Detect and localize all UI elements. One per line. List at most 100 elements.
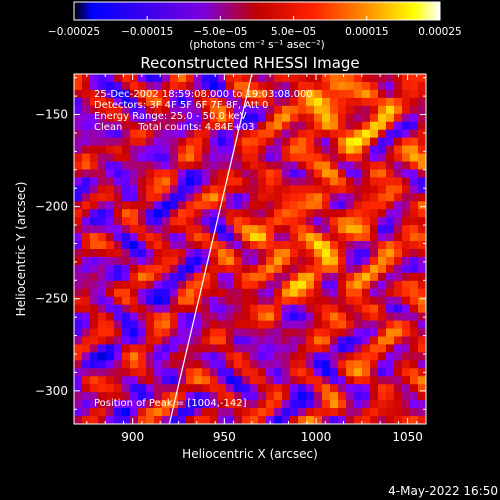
- heatmap-cell: [322, 241, 331, 250]
- heatmap-cell: [202, 304, 211, 314]
- heatmap-cell: [354, 241, 363, 250]
- heatmap-cell: [354, 185, 363, 194]
- heatmap-cell: [362, 272, 371, 282]
- heatmap-cell: [202, 153, 211, 162]
- heatmap-cell: [282, 97, 291, 107]
- heatmap-cell: [98, 416, 107, 424]
- heatmap-cell: [114, 352, 123, 361]
- heatmap-cell: [106, 376, 115, 385]
- heatmap-cell: [106, 241, 115, 250]
- heatmap-cell: [74, 217, 83, 226]
- heatmap-cell: [250, 336, 259, 345]
- heatmap-cell: [106, 400, 115, 409]
- heatmap-cell: [234, 241, 243, 250]
- heatmap-cell: [298, 256, 307, 266]
- heatmap-cell: [98, 288, 107, 298]
- heatmap-cell: [242, 344, 251, 353]
- heatmap-cell: [306, 416, 315, 424]
- heatmap-cell: [194, 217, 203, 226]
- heatmap-cell: [122, 264, 131, 274]
- heatmap-cell: [114, 89, 123, 99]
- heatmap-cell: [98, 241, 107, 250]
- heatmap-cell: [90, 145, 99, 154]
- heatmap-cell: [362, 81, 371, 91]
- heatmap-cell: [258, 81, 267, 91]
- heatmap-cell: [378, 89, 387, 99]
- heatmap-cell: [186, 352, 195, 361]
- heatmap-cell: [410, 129, 419, 139]
- heatmap-cell: [266, 121, 275, 131]
- heatmap-cell: [290, 344, 299, 353]
- heatmap-cell: [162, 225, 171, 234]
- heatmap-cell: [210, 336, 219, 345]
- heatmap-cell: [98, 113, 107, 123]
- heatmap-cell: [146, 121, 155, 131]
- heatmap-cell: [210, 344, 219, 353]
- heatmap-cell: [322, 312, 331, 321]
- heatmap-cell: [322, 256, 331, 266]
- heatmap-cell: [290, 161, 299, 170]
- heatmap-cell: [114, 328, 123, 337]
- heatmap-cell: [122, 328, 131, 337]
- heatmap-cell: [330, 129, 339, 139]
- heatmap-cell: [82, 384, 91, 393]
- heatmap-cell: [250, 121, 259, 131]
- heatmap-cell: [146, 320, 155, 329]
- heatmap-cell: [314, 209, 323, 218]
- heatmap-cell: [202, 249, 211, 258]
- heatmap-cell: [226, 288, 235, 298]
- heatmap-cell: [330, 336, 339, 345]
- heatmap-cell: [138, 256, 147, 266]
- heatmap-cell: [354, 113, 363, 123]
- heatmap-cell: [402, 264, 411, 274]
- heatmap-cell: [410, 121, 419, 131]
- heatmap-cell: [130, 74, 139, 83]
- heatmap-cell: [314, 241, 323, 250]
- heatmap-cell: [74, 256, 83, 266]
- heatmap-cell: [322, 137, 331, 146]
- heatmap-cell: [130, 241, 139, 250]
- heatmap-cell: [346, 320, 355, 329]
- heatmap-cell: [250, 209, 259, 218]
- heatmap-cell: [138, 177, 147, 186]
- heatmap-cell: [314, 280, 323, 290]
- heatmap-cell: [338, 193, 347, 202]
- heatmap-cell: [98, 312, 107, 321]
- heatmap-cell: [74, 105, 83, 115]
- heatmap-cell: [266, 201, 275, 210]
- heatmap-cell: [314, 328, 323, 337]
- heatmap-cell: [282, 360, 291, 369]
- heatmap-cell: [82, 105, 91, 115]
- heatmap-cell: [330, 209, 339, 218]
- heatmap-cell: [258, 249, 267, 258]
- heatmap-cell: [138, 352, 147, 361]
- heatmap-cell: [266, 89, 275, 99]
- heatmap-cell: [210, 400, 219, 409]
- heatmap-cell: [322, 169, 331, 178]
- heatmap-cell: [378, 249, 387, 258]
- heatmap-cell: [386, 129, 395, 139]
- heatmap-cell: [330, 344, 339, 353]
- heatmap-cell: [170, 344, 179, 353]
- heatmap-cell: [242, 288, 251, 298]
- heatmap-cell: [170, 105, 179, 115]
- heatmap-cell: [370, 400, 379, 409]
- heatmap-cell: [394, 145, 403, 154]
- heatmap-cell: [266, 177, 275, 186]
- heatmap-cell: [210, 280, 219, 290]
- heatmap-cell: [338, 153, 347, 162]
- heatmap-cell: [162, 169, 171, 178]
- heatmap-cell: [346, 129, 355, 139]
- heatmap-cell: [402, 81, 411, 91]
- heatmap-cell: [314, 217, 323, 226]
- heatmap-cell: [242, 296, 251, 306]
- heatmap-cell: [146, 368, 155, 377]
- heatmap-cell: [410, 264, 419, 274]
- heatmap-cell: [82, 249, 91, 258]
- heatmap-cell: [418, 288, 426, 298]
- heatmap-cell: [314, 392, 323, 401]
- heatmap-cell: [386, 320, 395, 329]
- heatmap-cell: [82, 217, 91, 226]
- heatmap-cell: [394, 312, 403, 321]
- heatmap-cell: [410, 272, 419, 282]
